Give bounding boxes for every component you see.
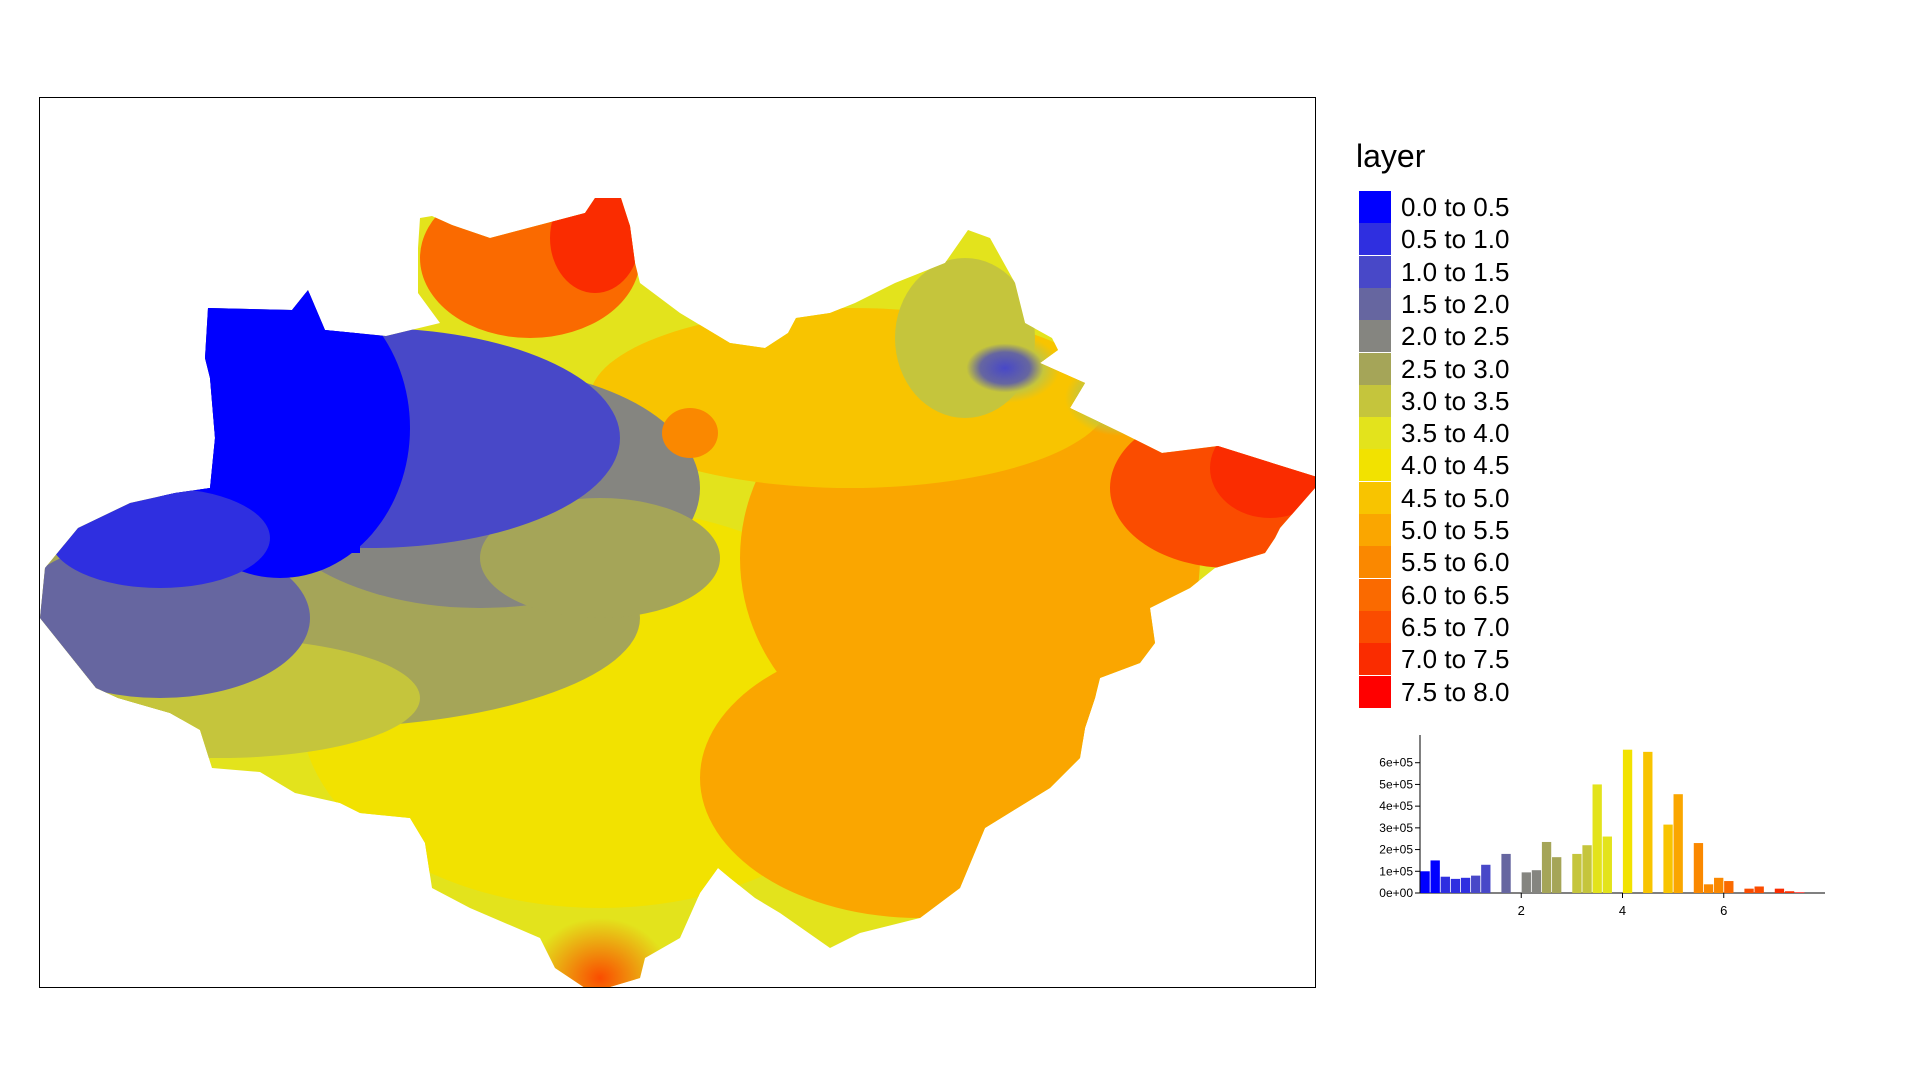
legend-entry: 0.0 to 0.5 (1359, 191, 1619, 223)
legend-swatch (1359, 481, 1391, 514)
legend-label: 5.5 to 6.0 (1401, 547, 1510, 578)
legend-label: 6.0 to 6.5 (1401, 579, 1510, 610)
histogram-bar (1440, 876, 1450, 893)
legend-entry: 1.5 to 2.0 (1359, 287, 1619, 320)
histogram-bar (1430, 860, 1440, 893)
legend-entry: 1.0 to 1.5 (1359, 255, 1619, 288)
histogram-bar (1592, 784, 1602, 893)
histogram-bar (1521, 872, 1531, 893)
histogram-bar (1784, 891, 1795, 893)
legend-swatch (1359, 578, 1391, 611)
histogram-bar (1693, 843, 1704, 893)
legend-swatch (1359, 417, 1391, 450)
legend-label: 2.0 to 2.5 (1401, 321, 1510, 352)
legend-swatch (1359, 287, 1391, 320)
legend-entry: 0.5 to 1.0 (1359, 223, 1619, 256)
legend-swatch (1359, 255, 1391, 288)
legend-entry: 4.5 to 5.0 (1359, 481, 1619, 514)
legend-swatch (1359, 546, 1391, 579)
histogram-x-tick-label: 2 (1518, 903, 1525, 918)
histogram-y-tick-label: 1e+05 (1379, 864, 1413, 878)
histogram-bar (1673, 794, 1683, 893)
raster-layer (40, 198, 1315, 987)
histogram-bar (1795, 892, 1805, 893)
histogram-y-tick-label: 4e+05 (1379, 799, 1413, 813)
histogram-y-tick-label: 6e+05 (1379, 756, 1413, 770)
legend-entry: 3.0 to 3.5 (1359, 384, 1619, 417)
legend-label: 4.0 to 4.5 (1401, 450, 1510, 481)
histogram-bar (1714, 877, 1724, 893)
legend-label: 7.5 to 8.0 (1401, 676, 1510, 707)
legend-label: 6.5 to 7.0 (1401, 611, 1510, 642)
legend-swatch (1359, 675, 1391, 708)
legend-label: 3.5 to 4.0 (1401, 418, 1510, 449)
histogram-bar (1622, 749, 1633, 893)
histogram-bar (1481, 864, 1491, 893)
legend-title: layer (1356, 138, 1426, 174)
histogram-bar (1501, 853, 1511, 893)
legend-swatch (1359, 514, 1391, 546)
histogram-x-tick-label: 4 (1619, 903, 1626, 918)
legend-swatch (1359, 643, 1391, 676)
legend-entry: 6.0 to 6.5 (1359, 578, 1619, 611)
histogram-bar (1420, 871, 1430, 893)
legend-swatch (1359, 610, 1391, 643)
legend-swatch (1359, 191, 1391, 223)
legend-entry: 6.5 to 7.0 (1359, 610, 1619, 643)
legend-entry: 3.5 to 4.0 (1359, 417, 1619, 450)
raster-map (40, 198, 1315, 987)
legend-label: 1.0 to 1.5 (1401, 256, 1510, 287)
histogram-bar (1541, 841, 1552, 893)
histogram-bar (1460, 877, 1471, 893)
legend-entry: 2.0 to 2.5 (1359, 320, 1619, 353)
histogram-y-tick-label: 3e+05 (1379, 821, 1413, 835)
histogram-bar (1744, 888, 1754, 893)
legend-label: 0.5 to 1.0 (1401, 224, 1510, 255)
histogram-bar (1663, 824, 1673, 893)
legend-swatch (1359, 223, 1391, 256)
histogram-bar (1582, 845, 1592, 893)
legend-swatch (1359, 352, 1391, 385)
map-panel (39, 97, 1316, 988)
legend-entry: 5.5 to 6.0 (1359, 546, 1619, 579)
legend-swatch (1359, 384, 1391, 417)
legend-entry: 7.0 to 7.5 (1359, 643, 1619, 676)
legend-label: 4.5 to 5.0 (1401, 482, 1510, 513)
histogram-bar (1471, 875, 1481, 893)
histogram-y-tick-label: 5e+05 (1379, 777, 1413, 791)
histogram-bar (1643, 751, 1653, 893)
histogram-bar (1572, 853, 1582, 893)
value-histogram: 0e+00 1e+05 2e+05 3e+05 4e+05 5e+05 6e+05 2 4 6 (1379, 735, 1825, 918)
histogram-bar (1724, 881, 1734, 893)
legend-label: 0.0 to 0.5 (1401, 192, 1510, 222)
histogram-bar (1531, 870, 1542, 893)
histogram-bar (1774, 888, 1785, 893)
histogram-y-tick-label: 2e+05 (1379, 843, 1413, 857)
histogram-bar (1450, 878, 1461, 893)
legend-label: 5.0 to 5.5 (1401, 515, 1510, 545)
legend-label: 3.0 to 3.5 (1401, 385, 1510, 416)
legend-label: 2.5 to 3.0 (1401, 353, 1510, 384)
legend-swatch (1359, 449, 1391, 482)
legend-label: 1.5 to 2.0 (1401, 288, 1510, 319)
histogram-bar (1754, 886, 1764, 893)
legend-swatch (1359, 320, 1391, 353)
histogram-bar (1602, 836, 1612, 893)
histogram-y-tick-label: 0e+00 (1379, 886, 1413, 900)
legend-entry: 5.0 to 5.5 (1359, 514, 1619, 546)
legend-entry: 4.0 to 4.5 (1359, 449, 1619, 482)
histogram-bar (1703, 884, 1714, 893)
histogram-bar (1552, 857, 1562, 893)
histogram-x-tick-label: 6 (1720, 903, 1727, 918)
legend-entry: 7.5 to 8.0 (1359, 675, 1619, 708)
legend-label: 7.0 to 7.5 (1401, 644, 1510, 675)
legend-entry: 2.5 to 3.0 (1359, 352, 1619, 385)
